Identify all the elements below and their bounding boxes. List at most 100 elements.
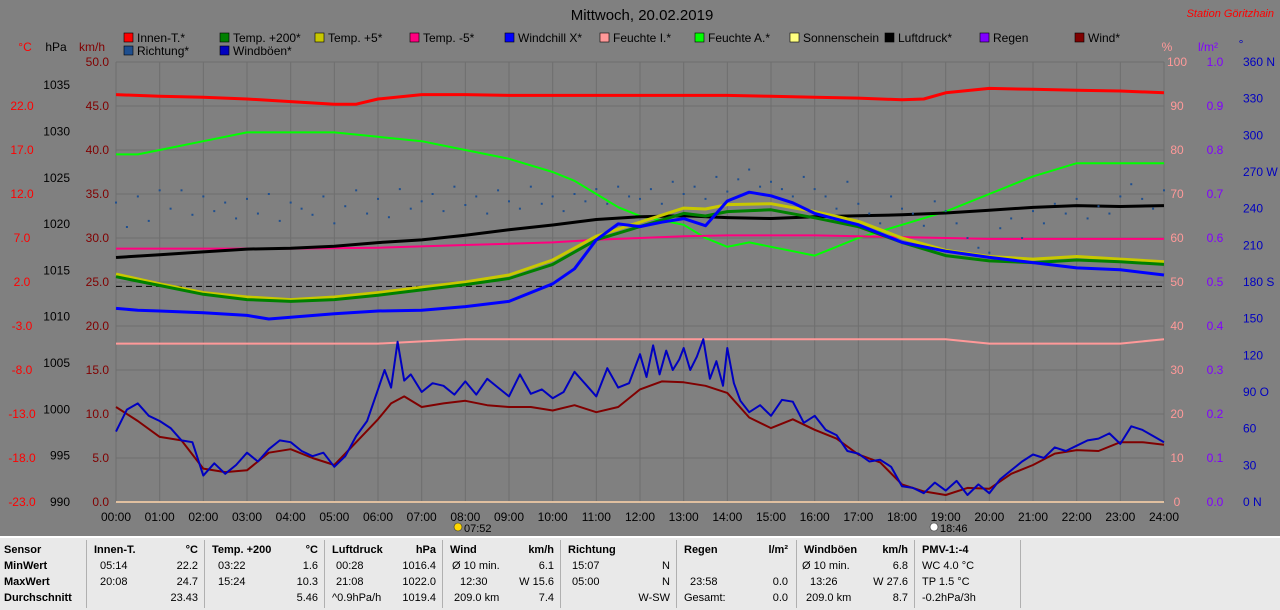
- y-tick-lm2: 1.0: [1207, 55, 1224, 69]
- luft-header: Luftdruck: [332, 544, 383, 556]
- y-tick-percent: 50: [1170, 275, 1184, 289]
- legend-swatch: [789, 32, 800, 43]
- y-tick-lm2: 0.6: [1207, 231, 1224, 245]
- y-tick-direction: 330: [1243, 92, 1263, 106]
- legend-label: Windböen*: [233, 44, 292, 58]
- y-tick-percent: 80: [1170, 143, 1184, 157]
- y-tick-percent: 60: [1170, 231, 1184, 245]
- stats-innen: Innen-T. °C 05:14 22.2 20:08 24.7 23.43: [90, 542, 202, 606]
- richtung-point: [1097, 205, 1100, 208]
- y-tick-direction: 60: [1243, 422, 1257, 436]
- richtung-point: [366, 212, 369, 215]
- x-tick: 13:00: [669, 510, 699, 524]
- y-tick-lm2: 0.4: [1207, 319, 1224, 333]
- richtung-point: [202, 195, 205, 198]
- min-label: MinWert: [4, 560, 48, 572]
- richtung-point: [1086, 217, 1089, 220]
- richtung-point: [977, 246, 980, 249]
- richtung-point: [442, 210, 445, 213]
- x-tick: 07:00: [407, 510, 437, 524]
- legend-item-temp-5: Temp. +5*: [314, 31, 383, 45]
- richtung-point: [180, 189, 183, 192]
- legend-label: Feuchte I.*: [613, 31, 671, 45]
- unit-percent: %: [1162, 40, 1173, 54]
- series-richtung: [115, 168, 1165, 254]
- legend-label: Temp. +200*: [233, 31, 301, 45]
- richtung-point: [486, 212, 489, 215]
- boeen-unit: km/h: [882, 544, 908, 556]
- x-tick: 06:00: [363, 510, 393, 524]
- y-tick-percent: 30: [1170, 363, 1184, 377]
- richtung-point: [846, 180, 849, 183]
- y-tick-direction: 120: [1243, 348, 1263, 362]
- richtung-point: [835, 207, 838, 210]
- unit-kmh: km/h: [79, 40, 105, 54]
- legend-swatch: [504, 32, 515, 43]
- x-tick: 20:00: [974, 510, 1004, 524]
- sunset-label: 18:46: [940, 523, 968, 535]
- richtung-point: [955, 222, 958, 225]
- richtung-point: [464, 204, 467, 206]
- avg-label: Durchschnitt: [4, 592, 72, 604]
- x-tick: 01:00: [145, 510, 175, 524]
- y-tick-hpa: 1030: [43, 124, 70, 138]
- x-tick: 15:00: [756, 510, 786, 524]
- regen-unit: l/m²: [768, 544, 788, 556]
- y-tick-celsius: 2.0: [14, 275, 31, 289]
- x-tick: 00:00: [101, 510, 131, 524]
- max-label: MaxWert: [4, 576, 50, 588]
- richtung-point: [791, 195, 794, 198]
- richtung-point: [311, 213, 314, 216]
- richtung-point: [617, 185, 620, 188]
- x-tick: 12:00: [625, 510, 655, 524]
- richtung-point: [704, 197, 707, 200]
- innen-unit: °C: [185, 544, 198, 556]
- x-tick: 08:00: [450, 510, 480, 524]
- richtung-point: [944, 210, 947, 213]
- stats-regen: Regen l/m² 23:58 0.0 Gesamt: 0.0: [680, 542, 792, 606]
- x-tick: 19:00: [931, 510, 961, 524]
- y-tick-percent: 0: [1174, 495, 1181, 509]
- legend-item-windb-en: Windböen*: [219, 44, 292, 58]
- y-tick-percent: 70: [1170, 187, 1184, 201]
- richtung-point: [387, 216, 390, 219]
- legend-item-wind: Wind*: [1074, 31, 1120, 45]
- series-windb-en: [115, 338, 1165, 496]
- luft-max-value: 1022.0: [402, 576, 436, 588]
- richtung-point: [737, 178, 740, 181]
- y-tick-direction: 30: [1243, 458, 1257, 472]
- legend-label: Temp. +5*: [328, 31, 383, 45]
- y-tick-kmh: 40.0: [86, 143, 110, 157]
- y-tick-direction: 180 S: [1243, 275, 1274, 289]
- luft-avg-value: 1019.4: [402, 592, 436, 604]
- legend-swatch: [599, 32, 610, 43]
- richtung-header: Richtung: [568, 544, 616, 556]
- legend: Innen-T.* Temp. +200* Temp. +5* Temp. -5* Wi…: [123, 31, 1120, 58]
- y-tick-celsius: -13.0: [8, 407, 36, 421]
- richtung-point: [890, 195, 893, 198]
- luft-max-time: 21:08: [336, 576, 364, 588]
- richtung-point: [595, 188, 598, 191]
- legend-item-feuchte-i: Feuchte I.*: [599, 31, 671, 45]
- richtung-point: [988, 251, 991, 254]
- richtung-point: [1152, 207, 1155, 210]
- y-tick-percent: 10: [1170, 451, 1184, 465]
- x-tick: 03:00: [232, 510, 262, 524]
- boeen-min-label: Ø 10 min.: [802, 560, 850, 572]
- legend-item-sonnenschein: Sonnenschein: [789, 31, 879, 45]
- richtung-point: [224, 201, 227, 204]
- series-temp-200: [115, 208, 1165, 303]
- y-tick-kmh: 20.0: [86, 319, 110, 333]
- legend-swatch: [884, 32, 895, 43]
- wind-max-value: W 15.6: [519, 576, 554, 588]
- richtung-max-time: 05:00: [572, 576, 600, 588]
- richtung-point: [726, 190, 729, 193]
- wind-avg-value: 7.4: [538, 592, 554, 604]
- richtung-point: [518, 207, 521, 210]
- legend-label: Windchill X*: [518, 31, 582, 45]
- y-tick-kmh: 5.0: [92, 451, 109, 465]
- y-tick-celsius: -8.0: [12, 363, 33, 377]
- richtung-point: [1064, 212, 1067, 215]
- y-tick-direction: 210: [1243, 238, 1263, 252]
- legend-swatch: [219, 32, 230, 43]
